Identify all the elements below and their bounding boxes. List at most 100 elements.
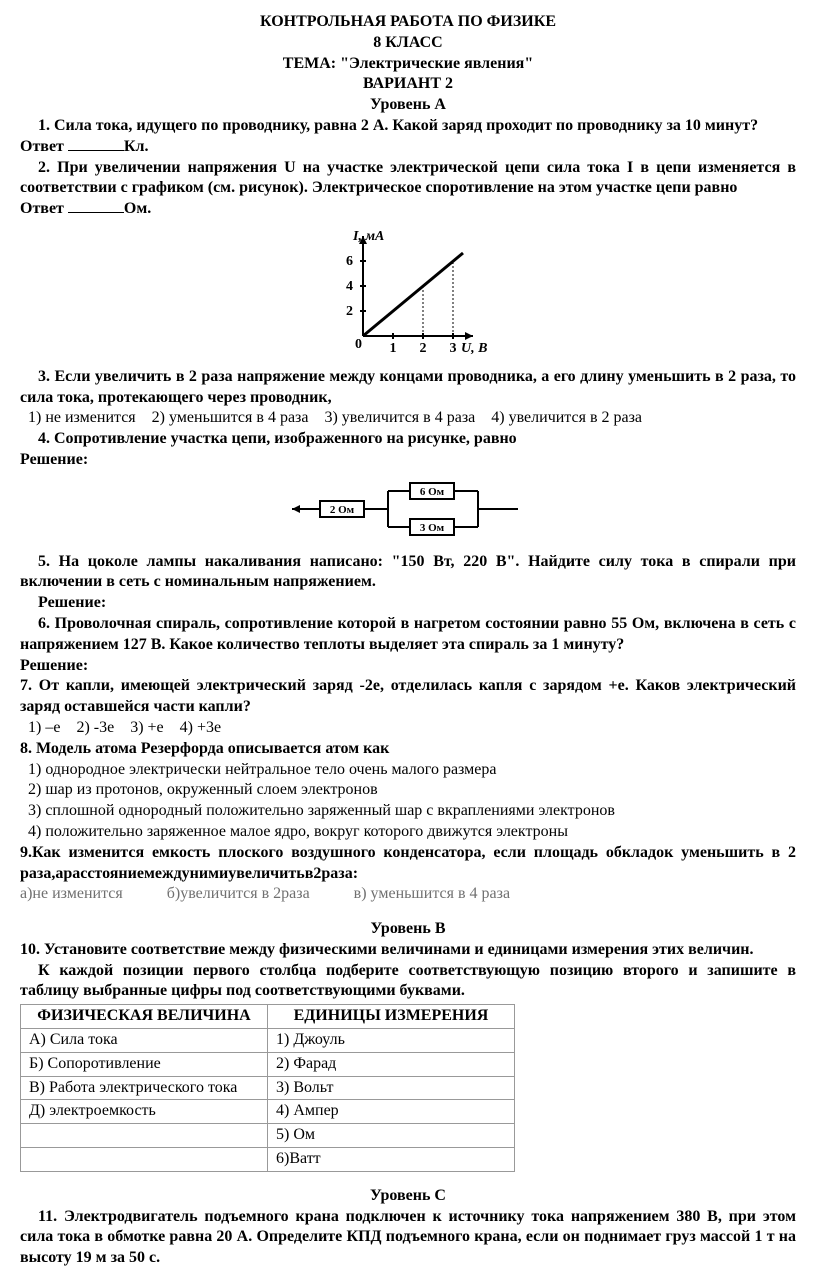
q6-text: Проволочная спираль, сопротивление котор… <box>20 615 796 653</box>
q1-answer-label: Ответ <box>20 138 64 155</box>
question-6: 6. Проволочная спираль, сопротивление ко… <box>20 614 796 656</box>
q5-text: На цоколе лампы накаливания написано: "1… <box>20 553 796 591</box>
title-line2: 8 КЛАСС <box>20 33 796 54</box>
topic-prefix: ТЕМА: <box>283 55 340 72</box>
topic-name: "Электрические явления" <box>340 55 533 72</box>
q11-text: Электродвигатель подъемного крана подклю… <box>20 1208 796 1267</box>
q3-opt4[interactable]: 4) увеличится в 2 раза <box>491 409 642 426</box>
q6-number: 6. <box>38 615 55 632</box>
level-a-heading: Уровень А <box>20 95 796 116</box>
table-row: А) Сила тока1) Джоуль <box>21 1029 515 1053</box>
cell-5: 5) Ом <box>268 1124 515 1148</box>
q10-table: ФИЗИЧЕСКАЯ ВЕЛИЧИНА ЕДИНИЦЫ ИЗМЕРЕНИЯ А)… <box>20 1004 515 1172</box>
title-line1: КОНТРОЛЬНАЯ РАБОТА ПО ФИЗИКЕ <box>20 12 796 33</box>
q5-solution-label: Решение: <box>20 593 796 614</box>
circuit-icon: 2 Ом 6 Ом 3 Ом <box>288 477 528 541</box>
table-header-row: ФИЗИЧЕСКАЯ ВЕЛИЧИНА ЕДИНИЦЫ ИЗМЕРЕНИЯ <box>21 1005 515 1029</box>
q3-number: 3. <box>38 368 54 385</box>
q9-optC[interactable]: в) уменьшится в 4 раза <box>354 885 510 902</box>
q8-number: 8. <box>20 740 36 757</box>
cell-empty2 <box>21 1148 268 1172</box>
y-tick-2: 2 <box>346 304 353 319</box>
q11-number: 11. <box>38 1208 64 1225</box>
q9-number: 9. <box>20 844 32 861</box>
level-c-heading: Уровень С <box>20 1186 796 1207</box>
q6-solution-label: Решение: <box>20 656 796 677</box>
circuit-r1: 2 Ом <box>330 504 355 516</box>
question-5: 5. На цоколе лампы накаливания написано:… <box>20 552 796 594</box>
q10-number: 10. <box>20 941 44 958</box>
cell-A: А) Сила тока <box>21 1029 268 1053</box>
q9-optA[interactable]: а)не изменится <box>20 885 123 902</box>
q3-opt3[interactable]: 3) увеличится в 4 раза <box>324 409 475 426</box>
q8-opt3[interactable]: 3) сплошной однородный положительно заря… <box>20 801 796 822</box>
question-9: 9.Как изменится емкость плоского воздушн… <box>20 843 796 885</box>
y-axis-label: I, мА <box>352 229 384 244</box>
iv-graph-icon: 2 4 6 1 2 3 0 I, мА U, В <box>323 226 493 356</box>
title-line3: ТЕМА: "Электрические явления" <box>20 54 796 75</box>
col1-header: ФИЗИЧЕСКАЯ ВЕЛИЧИНА <box>21 1005 268 1029</box>
q5-number: 5. <box>38 553 59 570</box>
q8-opt1[interactable]: 1) однородное электрически нейтральное т… <box>20 760 796 781</box>
q2-text: При увеличении напряжения U на участке э… <box>20 159 796 197</box>
circuit-r3: 3 Ом <box>420 522 445 534</box>
cell-empty1 <box>21 1124 268 1148</box>
col2-header: ЕДИНИЦЫ ИЗМЕРЕНИЯ <box>268 1005 515 1029</box>
q3-opt1[interactable]: 1) не изменится <box>28 409 136 426</box>
question-7: 7. От капли, имеющей электрический заряд… <box>20 676 796 718</box>
q2-answer-label: Ответ <box>20 200 64 217</box>
q9-options: а)не изменится б)увеличится в 2раза в) у… <box>20 884 796 905</box>
q9-text: Как изменится емкость плоского воздушног… <box>20 844 796 882</box>
q7-text: От капли, имеющей электрический заряд -2… <box>20 677 796 715</box>
q4-text: Сопротивление участка цепи, изображенног… <box>54 430 517 447</box>
q3-opt2[interactable]: 2) уменьшится в 4 раза <box>152 409 309 426</box>
cell-3: 3) Вольт <box>268 1076 515 1100</box>
q8-opt2[interactable]: 2) шар из протонов, окруженный слоем эле… <box>20 780 796 801</box>
q4-circuit-figure: 2 Ом 6 Ом 3 Ом <box>20 477 796 548</box>
table-row: Д) электроемкость4) Ампер <box>21 1100 515 1124</box>
title-line4: ВАРИАНТ 2 <box>20 74 796 95</box>
question-1: 1. Сила тока, идущего по проводнику, рав… <box>20 116 796 137</box>
x-tick-3: 3 <box>450 341 457 356</box>
q2-number: 2. <box>38 159 57 176</box>
y-tick-4: 4 <box>346 279 353 294</box>
cell-2: 2) Фарад <box>268 1052 515 1076</box>
question-10: 10. Установите соответствие между физиче… <box>20 940 796 961</box>
cell-4: 4) Ампер <box>268 1100 515 1124</box>
circuit-r2: 6 Ом <box>420 486 445 498</box>
y-tick-6: 6 <box>346 254 353 269</box>
q7-opt2[interactable]: 2) -3e <box>76 719 114 736</box>
q9-optB[interactable]: б)увеличится в 2раза <box>167 885 310 902</box>
q2-answer-blank[interactable] <box>68 212 124 213</box>
level-b-heading: Уровень В <box>20 919 796 940</box>
q1-answer-line: Ответ Кл. <box>20 137 796 158</box>
q4-solution-label: Решение: <box>20 450 796 471</box>
question-4: 4. Сопротивление участка цепи, изображен… <box>20 429 796 450</box>
question-11: 11. Электродвигатель подъемного крана по… <box>20 1207 796 1269</box>
q10-instruction: К каждой позиции первого столбца подбери… <box>20 961 796 1003</box>
q7-opt4[interactable]: 4) +3e <box>180 719 221 736</box>
q1-number: 1. <box>38 117 54 134</box>
table-row: Б) Сопоротивление2) Фарад <box>21 1052 515 1076</box>
q1-text: Сила тока, идущего по проводнику, равна … <box>54 117 758 134</box>
q7-number: 7. <box>20 677 39 694</box>
q7-opt3[interactable]: 3) +e <box>130 719 163 736</box>
q8-opt4[interactable]: 4) положительно заряженное малое ядро, в… <box>20 822 796 843</box>
q2-graph-figure: 2 4 6 1 2 3 0 I, мА U, В <box>20 226 796 363</box>
cell-V: В) Работа электрического тока <box>21 1076 268 1100</box>
q3-text: Если увеличить в 2 раза напряжение между… <box>20 368 796 406</box>
cell-1: 1) Джоуль <box>268 1029 515 1053</box>
q7-opt1[interactable]: 1) –e <box>28 719 60 736</box>
origin-label: 0 <box>355 337 362 352</box>
question-2: 2. При увеличении напряжения U на участк… <box>20 158 796 200</box>
table-row: В) Работа электрического тока3) Вольт <box>21 1076 515 1100</box>
x-tick-2: 2 <box>420 341 427 356</box>
q8-text: Модель атома Резерфорда описывается атом… <box>36 740 389 757</box>
table-row: 6)Ватт <box>21 1148 515 1172</box>
x-tick-1: 1 <box>390 341 397 356</box>
q1-answer-blank[interactable] <box>68 150 124 151</box>
q3-options: 1) не изменится 2) уменьшится в 4 раза 3… <box>20 408 796 429</box>
q2-unit: Ом. <box>124 200 151 217</box>
q1-unit: Кл. <box>124 138 149 155</box>
q10-text: Установите соответствие между физическим… <box>44 941 754 958</box>
